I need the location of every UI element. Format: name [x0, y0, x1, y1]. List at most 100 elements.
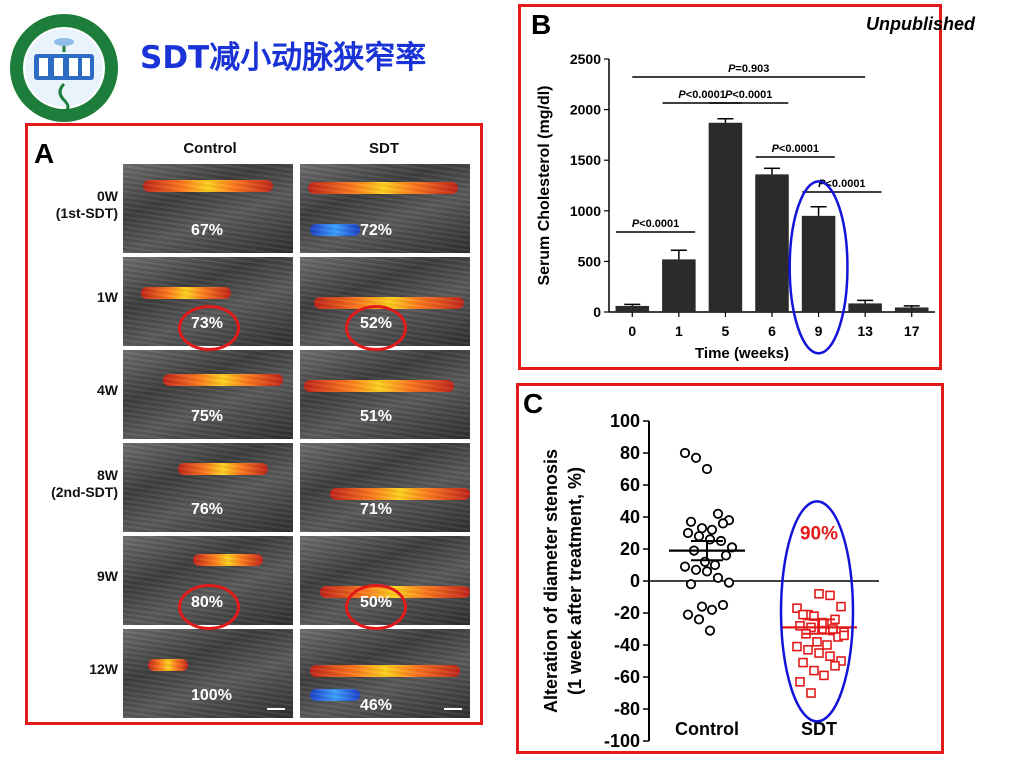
scale-bar [267, 708, 285, 710]
doppler-flow [178, 463, 268, 475]
y-tick-label: 80 [620, 443, 640, 463]
stenosis-percent-sdt: 71% [360, 501, 393, 518]
stenosis-percent-sdt: 72% [360, 222, 393, 239]
row-label-4w: 4W [26, 382, 118, 399]
data-point-control [712, 508, 724, 519]
university-logo [10, 14, 118, 122]
p-symbol: P [725, 89, 733, 101]
x-tick-label: 1 [675, 323, 683, 339]
doppler-flow [141, 287, 231, 299]
data-point-sdt [819, 670, 829, 681]
doppler-flow [163, 374, 283, 386]
p-value-label: P<0.0001 [678, 89, 725, 101]
y-tick-label: 100 [610, 411, 640, 431]
data-point-control [693, 531, 705, 542]
y-tick-label: -60 [614, 667, 640, 687]
highlight-circle-sdt-1w [345, 305, 407, 351]
row-label-week: 9W [97, 568, 118, 584]
doppler-flow [143, 180, 273, 192]
y-tick-label: 40 [620, 507, 640, 527]
data-point-control [723, 577, 735, 588]
highlight-circle-control-9w [178, 584, 240, 630]
p-value: =0.903 [735, 63, 769, 75]
data-point-sdt [798, 609, 808, 620]
bar-week-0 [615, 305, 650, 312]
row-label-week: 8W [97, 467, 118, 483]
y-tick-label: -20 [614, 603, 640, 623]
p-value: <0.0001 [779, 143, 819, 155]
bar-week-9 [801, 215, 836, 312]
data-point-control [693, 614, 705, 625]
ultrasound-image-control-4w: 75% [123, 350, 293, 439]
x-axis-label: Time (weeks) [695, 345, 789, 362]
data-point-control [696, 601, 708, 612]
p-symbol: P [728, 63, 736, 75]
ultrasound-image-control-1w: 73% [123, 257, 293, 346]
ultrasound-image-control-8w: 76% [123, 443, 293, 532]
x-tick-label: 9 [815, 323, 823, 339]
data-point-control [679, 447, 691, 459]
data-point-sdt [825, 651, 835, 662]
row-label-week: 4W [97, 382, 118, 398]
x-category-label-control: Control [675, 719, 739, 739]
panel-c-stenosis-chart: C -100 -80 -60 -40 -20 0 20 40 60 80 100 Alteration… [516, 383, 944, 754]
ultrasound-image-sdt-4w: 51% [300, 350, 470, 439]
doppler-flow [193, 554, 263, 566]
data-point-control [706, 524, 718, 535]
x-tick-label: 13 [857, 323, 873, 339]
data-point-sdt [803, 644, 813, 655]
y-tick-label: -40 [614, 635, 640, 655]
y-tick-label: 1000 [570, 203, 601, 219]
bar-week-1 [662, 259, 696, 312]
row-label-9w: 9W [26, 568, 118, 585]
y-tick-label: -100 [604, 731, 640, 751]
y-tick-label: 0 [630, 571, 640, 591]
x-category-label-sdt: SDT [801, 719, 837, 739]
row-label-8w: 8W (2nd-SDT) [26, 467, 118, 501]
data-point-control [717, 599, 729, 611]
ultrasound-image-control-0w: 67% [123, 164, 293, 253]
data-point-sdt [798, 657, 808, 668]
row-label-1w: 1W [26, 289, 118, 306]
data-point-sdt [806, 688, 816, 698]
series-control [669, 447, 745, 636]
p-value: <0.0001 [639, 218, 679, 230]
highlight-circle-sdt-9w [345, 584, 407, 630]
row-label-12w: 12W [26, 661, 118, 678]
x-tick-label: 0 [628, 323, 636, 339]
y-tick-label: 500 [578, 253, 602, 269]
data-point-sdt [814, 589, 824, 599]
panel-b-cholesterol-chart: B 0 500 1000 1500 2000 2500 Serum Cholesterol … [518, 4, 942, 370]
scatter-chart-body: -100 -80 -60 -40 -20 0 20 40 60 80 100 Alteration o… [541, 411, 879, 751]
doppler-flow-blue [310, 224, 360, 236]
doppler-flow [310, 665, 460, 677]
data-point-sdt [809, 665, 819, 676]
stenosis-percent-sdt: 51% [360, 408, 393, 425]
cholesterol-bar-chart: 0 500 1000 1500 2000 2500 Serum Cholesterol (m… [536, 51, 935, 362]
panel-a-letter: A [34, 138, 55, 169]
column-header-control: Control [183, 140, 237, 157]
row-label-0w: 0W (1st-SDT) [26, 188, 118, 222]
p-value-label: P=0.903 [728, 63, 769, 75]
p-value-label: P<0.0001 [772, 143, 819, 155]
p-value: <0.0001 [686, 89, 726, 101]
p-symbol: P [772, 143, 780, 155]
row-label-week: 1W [97, 289, 118, 305]
bar-chart-body: 0 500 1000 1500 2000 2500 Serum Cholesterol (m… [536, 51, 935, 362]
bar-week-5 [708, 122, 743, 312]
data-point-control [682, 609, 694, 620]
stenosis-percent-control: 100% [191, 687, 232, 704]
p-value: <0.0001 [825, 178, 865, 190]
p-value-label: P<0.0001 [632, 218, 679, 230]
data-point-control [701, 566, 713, 577]
data-point-control [690, 564, 702, 575]
highlight-ellipse-sdt [779, 500, 855, 723]
data-point-sdt [822, 640, 832, 650]
panel-b-letter: B [531, 9, 552, 40]
y-tick-label: 2500 [570, 51, 601, 67]
data-point-sdt [812, 637, 822, 647]
data-point-sdt [795, 621, 805, 631]
scale-bar [444, 708, 462, 710]
y-tick-label: -80 [614, 699, 640, 719]
panel-c-letter: C [523, 388, 544, 419]
